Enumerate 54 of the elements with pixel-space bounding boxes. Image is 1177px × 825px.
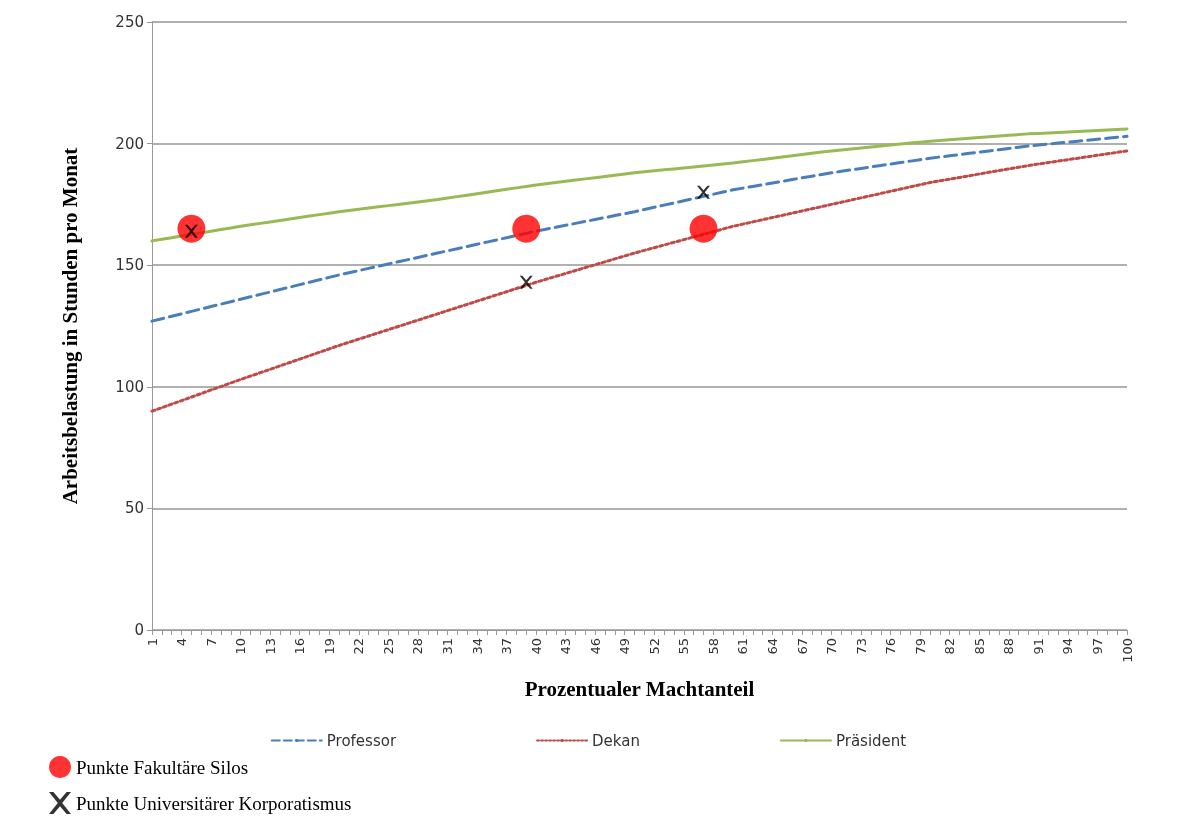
legend-label: Professor <box>326 731 397 750</box>
y-tick-label: 0 <box>134 621 144 639</box>
point <box>697 185 711 199</box>
point <box>519 275 533 289</box>
x-tick-label: 34 <box>469 638 485 655</box>
x-tick-label: 67 <box>794 638 810 655</box>
x-tick-label: 40 <box>528 638 544 655</box>
x-tick-label: 10 <box>233 638 249 655</box>
x-tick-label: 100 <box>1119 638 1135 663</box>
x-tick-label: 4 <box>174 638 190 647</box>
x-tick-label: 16 <box>292 638 308 655</box>
line-series <box>150 149 1129 413</box>
x-tick-label: 79 <box>912 638 928 655</box>
x-tick-label: 43 <box>558 638 574 655</box>
x-tick-label: 82 <box>942 638 958 655</box>
y-tick-label: 250 <box>115 13 144 31</box>
x-tick-label: 19 <box>321 638 337 655</box>
x-axis-title: Prozentualer Machtanteil <box>524 676 755 701</box>
point <box>689 214 718 243</box>
y-tick-label: 200 <box>115 134 144 153</box>
line-series <box>150 134 1129 323</box>
x-tick-label: 73 <box>853 638 869 655</box>
y-tick-label: 150 <box>115 256 144 275</box>
x-tick-label: 52 <box>646 638 662 655</box>
x-tick-label: 31 <box>439 638 455 655</box>
y-tick-label: 100 <box>115 377 144 396</box>
x-tick-label: 58 <box>705 638 721 655</box>
x-tick-label: 1 <box>144 638 160 647</box>
x-tick-label: 97 <box>1089 638 1105 655</box>
point <box>512 214 541 243</box>
x-tick-label: 22 <box>351 638 367 655</box>
x-tick-label: 76 <box>883 638 899 655</box>
x-tick-label: 61 <box>735 638 751 655</box>
x-tick-label: 70 <box>824 638 840 655</box>
x-tick-label: 91 <box>1030 638 1046 655</box>
x-tick-label: 88 <box>1001 638 1017 655</box>
x-tick-label: 46 <box>587 638 603 655</box>
legend-label: Punkte Universitärer Korporatismus <box>76 792 352 814</box>
x-tick-label: 28 <box>410 638 426 655</box>
x-tick-label: 55 <box>676 638 692 655</box>
x-tick-label: 25 <box>380 638 396 655</box>
x-tick-label: 13 <box>262 638 278 655</box>
line-series <box>150 127 1129 243</box>
y-tick-label: 50 <box>124 499 144 518</box>
legend-label: Dekan <box>592 731 640 750</box>
legend-label: Präsident <box>835 731 907 750</box>
x-tick-label: 85 <box>971 638 987 655</box>
x-tick-label: 37 <box>499 638 515 655</box>
x-tick-label: 49 <box>617 638 633 655</box>
legend-label: Punkte Fakultäre Silos <box>76 756 249 778</box>
y-axis-title: Arbeitsbelastung in Stunden pro Monat <box>57 147 82 505</box>
x-tick-label: 94 <box>1060 638 1076 655</box>
x-tick-label: 64 <box>764 638 780 655</box>
x-tick-label: 7 <box>203 638 219 647</box>
